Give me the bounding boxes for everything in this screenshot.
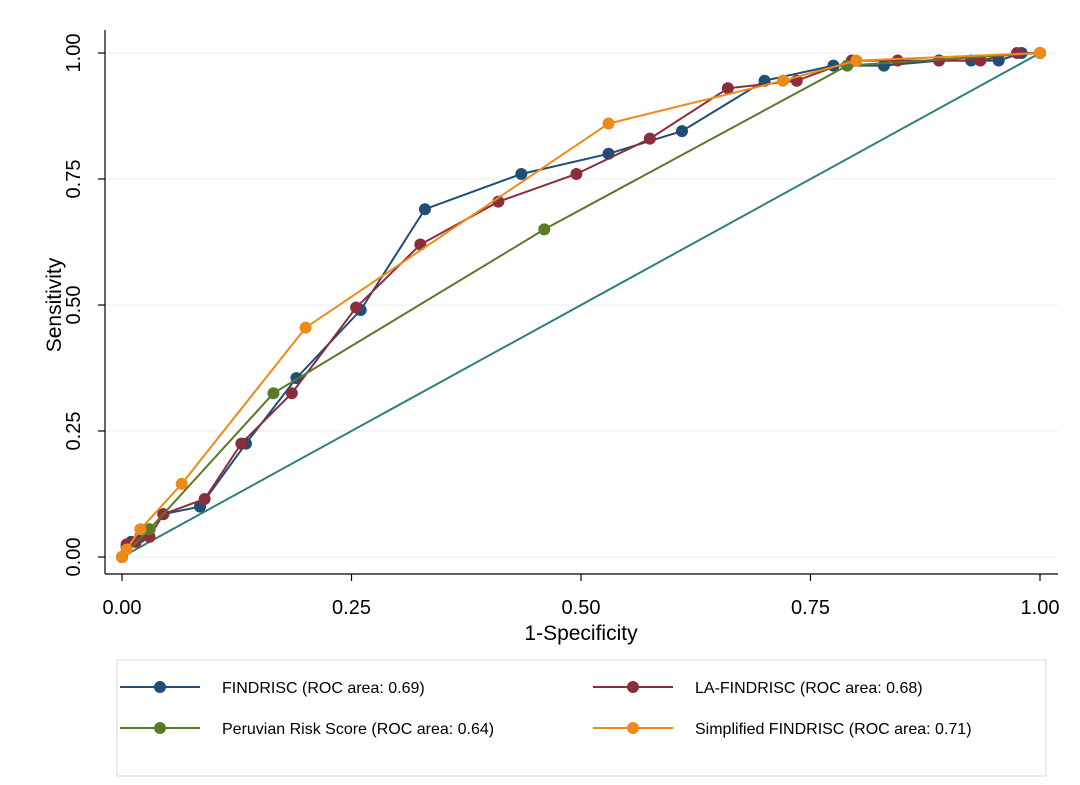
data-point (570, 167, 583, 180)
data-point (850, 54, 863, 67)
reference-line (121, 52, 1041, 558)
roc-series (116, 47, 1046, 563)
data-point (120, 543, 133, 556)
legend-swatch-marker (627, 681, 639, 693)
y-tick-label: 0.50 (63, 286, 85, 325)
legend-swatch-marker (154, 681, 166, 693)
y-tick-label: 0.75 (63, 160, 85, 199)
legend-label: LA-FINDRISC (ROC area: 0.68) (695, 680, 923, 697)
series-line (121, 52, 1041, 558)
legend-box (116, 659, 1047, 777)
y-axis-title: Sensitivity (43, 257, 66, 352)
data-point (235, 437, 248, 450)
data-point (143, 523, 156, 536)
legend-label: FINDRISC (ROC area: 0.69) (222, 680, 425, 697)
reference-diagonal (121, 52, 1041, 558)
data-point (515, 167, 528, 180)
legend-item: LA-FINDRISC (ROC area: 0.68) (593, 680, 923, 697)
x-tick-label: 0.50 (562, 597, 601, 619)
data-point (602, 117, 615, 130)
series-peruvian-risk-score (121, 52, 1041, 558)
data-point (891, 54, 904, 67)
y-tick-label: 0.25 (63, 412, 85, 451)
data-point (538, 223, 551, 236)
data-point (675, 125, 688, 138)
legend-label: Simplified FINDRISC (ROC area: 0.71) (695, 721, 972, 738)
data-point (721, 82, 734, 95)
x-tick-label: 0.00 (103, 597, 142, 619)
ticks: 0.00 0.25 0.50 0.75 1.00 0.00 0.25 0.50 0.75 1.00 (63, 34, 1059, 619)
data-point (198, 493, 211, 506)
legend-item: FINDRISC (ROC area: 0.69) (120, 680, 425, 697)
legend-swatch-marker (154, 722, 166, 734)
x-tick-label: 0.25 (332, 597, 371, 619)
data-point (350, 301, 363, 314)
data-point (418, 203, 431, 216)
data-point (643, 132, 656, 145)
data-point (1034, 47, 1046, 59)
data-point (267, 387, 280, 400)
x-tick-label: 1.00 (1021, 597, 1060, 619)
data-point (175, 477, 188, 490)
series-simplified-findrisc (116, 47, 1046, 563)
data-point (285, 387, 298, 400)
legend-item: Simplified FINDRISC (ROC area: 0.71) (593, 721, 972, 738)
legend: FINDRISC (ROC area: 0.69) LA-FINDRISC (RO… (120, 680, 972, 738)
x-tick-label: 0.75 (791, 597, 830, 619)
x-axis-title: 1-Specificity (524, 622, 638, 645)
y-tick-label: 1.00 (63, 34, 85, 73)
legend-item: Peruvian Risk Score (ROC area: 0.64) (120, 721, 494, 738)
data-point (134, 523, 147, 536)
data-point (776, 74, 789, 87)
y-tick-label: 0.00 (63, 538, 85, 577)
data-point (299, 321, 312, 334)
legend-label: Peruvian Risk Score (ROC area: 0.64) (222, 721, 494, 738)
legend-swatch-marker (627, 722, 639, 734)
